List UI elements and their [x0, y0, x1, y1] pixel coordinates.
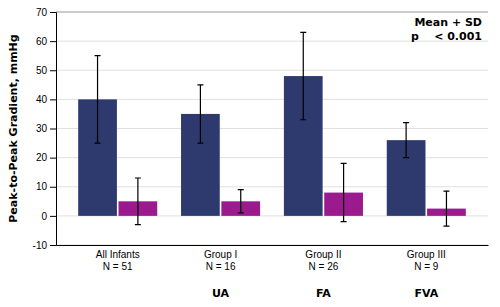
- error-bars: [95, 32, 410, 157]
- frame: [56, 12, 488, 13]
- y-tick: 70: [36, 7, 56, 18]
- y-axis: -10 0 10 20 30 40 50 60 70: [33, 7, 57, 251]
- y-tick-mark: [50, 187, 56, 188]
- series: [119, 193, 466, 216]
- plot: -10 0 10 20 30 40 50 60 70 All InfantsN = 51 Group…: [33, 7, 489, 300]
- y-axis-line: [50, 13, 57, 246]
- y-tick-label: 40: [36, 94, 48, 105]
- y-axis-title: Peak-to-Peak Gradient, mmHg: [7, 34, 20, 222]
- x-tick: Group IIN = 26: [305, 249, 341, 272]
- annotation-line: Mean + SD: [414, 16, 482, 29]
- x-tick-label: Group IN = 16: [204, 249, 237, 272]
- x-tick-label-line: All Infants: [96, 249, 140, 260]
- y-tick-mark: [50, 158, 56, 159]
- y-tick-label: 60: [36, 36, 48, 47]
- y-tick: -10: [33, 240, 56, 251]
- series: [78, 76, 425, 216]
- y-tick-mark: [50, 70, 56, 71]
- y-tick-label: 0: [41, 211, 47, 222]
- y-tick-label: 50: [36, 65, 48, 76]
- x-axis-line: [57, 245, 489, 246]
- y-tick-mark: [50, 12, 56, 13]
- x-tick-label: All InfantsN = 51: [96, 249, 140, 272]
- x-tick-label-line: N = 9: [414, 261, 439, 272]
- y-tick-label: -10: [33, 240, 48, 251]
- y-tick-mark: [50, 41, 56, 42]
- y-tick-mark: [50, 129, 56, 130]
- grid-line: [56, 245, 488, 246]
- y-tick-mark: [50, 99, 56, 100]
- error-bars: [135, 163, 450, 226]
- error-bar: [197, 85, 203, 143]
- x-tick-label-line: N = 26: [309, 261, 339, 272]
- y-tick: 60: [36, 36, 56, 47]
- grid: [56, 12, 488, 245]
- error-bar: [443, 191, 449, 226]
- error-bar: [135, 178, 141, 225]
- grid-line: [56, 70, 488, 71]
- grid-line: [56, 99, 488, 100]
- annotation: Mean + SDp < 0.001: [411, 16, 482, 43]
- x-tick-label-line: Group II: [305, 249, 341, 260]
- error-bar: [341, 163, 347, 221]
- marks: [78, 32, 466, 226]
- subcategory-labels: UA FA FVA: [212, 287, 439, 300]
- y-tick-mark: [50, 216, 56, 217]
- x-tick-label: Group IIN = 26: [305, 249, 341, 272]
- subcategory-label: UA: [212, 287, 230, 300]
- error-bar: [300, 32, 306, 119]
- subcategory-label: FVA: [414, 287, 438, 300]
- grid-line: [56, 12, 488, 13]
- x-axis: All InfantsN = 51Group IN = 16Group IIN …: [57, 246, 489, 272]
- error-bar: [95, 56, 101, 143]
- y-tick: 40: [36, 94, 56, 105]
- y-tick-label: 10: [36, 181, 48, 192]
- error-bar: [403, 123, 409, 158]
- y-tick-mark: [50, 245, 56, 246]
- y-tick-label: 30: [36, 123, 48, 134]
- y-tick: 30: [36, 123, 56, 134]
- y-tick: 20: [36, 152, 56, 163]
- x-tick-label-line: N = 51: [103, 261, 133, 272]
- annotation-line: p < 0.001: [411, 30, 482, 43]
- y-tick: 50: [36, 65, 56, 76]
- chart: -10 0 10 20 30 40 50 60 70 All InfantsN = 51 Group…: [0, 0, 500, 307]
- y-tick: 0: [41, 211, 56, 222]
- x-tick: Group IIIN = 9: [407, 249, 446, 272]
- x-tick-label-line: N = 16: [206, 261, 236, 272]
- y-tick-label: 20: [36, 152, 48, 163]
- x-tick-label: Group IIIN = 9: [407, 249, 446, 272]
- y-tick-label: 70: [36, 7, 48, 18]
- x-tick-label-line: Group I: [204, 249, 237, 260]
- x-tick-label-line: Group III: [407, 249, 446, 260]
- error-bar: [238, 190, 244, 213]
- x-tick: Group IN = 16: [204, 249, 237, 272]
- x-tick: All InfantsN = 51: [96, 249, 140, 272]
- y-tick: 10: [36, 181, 56, 192]
- subcategory-label: FA: [316, 287, 331, 300]
- grid-line: [56, 128, 488, 129]
